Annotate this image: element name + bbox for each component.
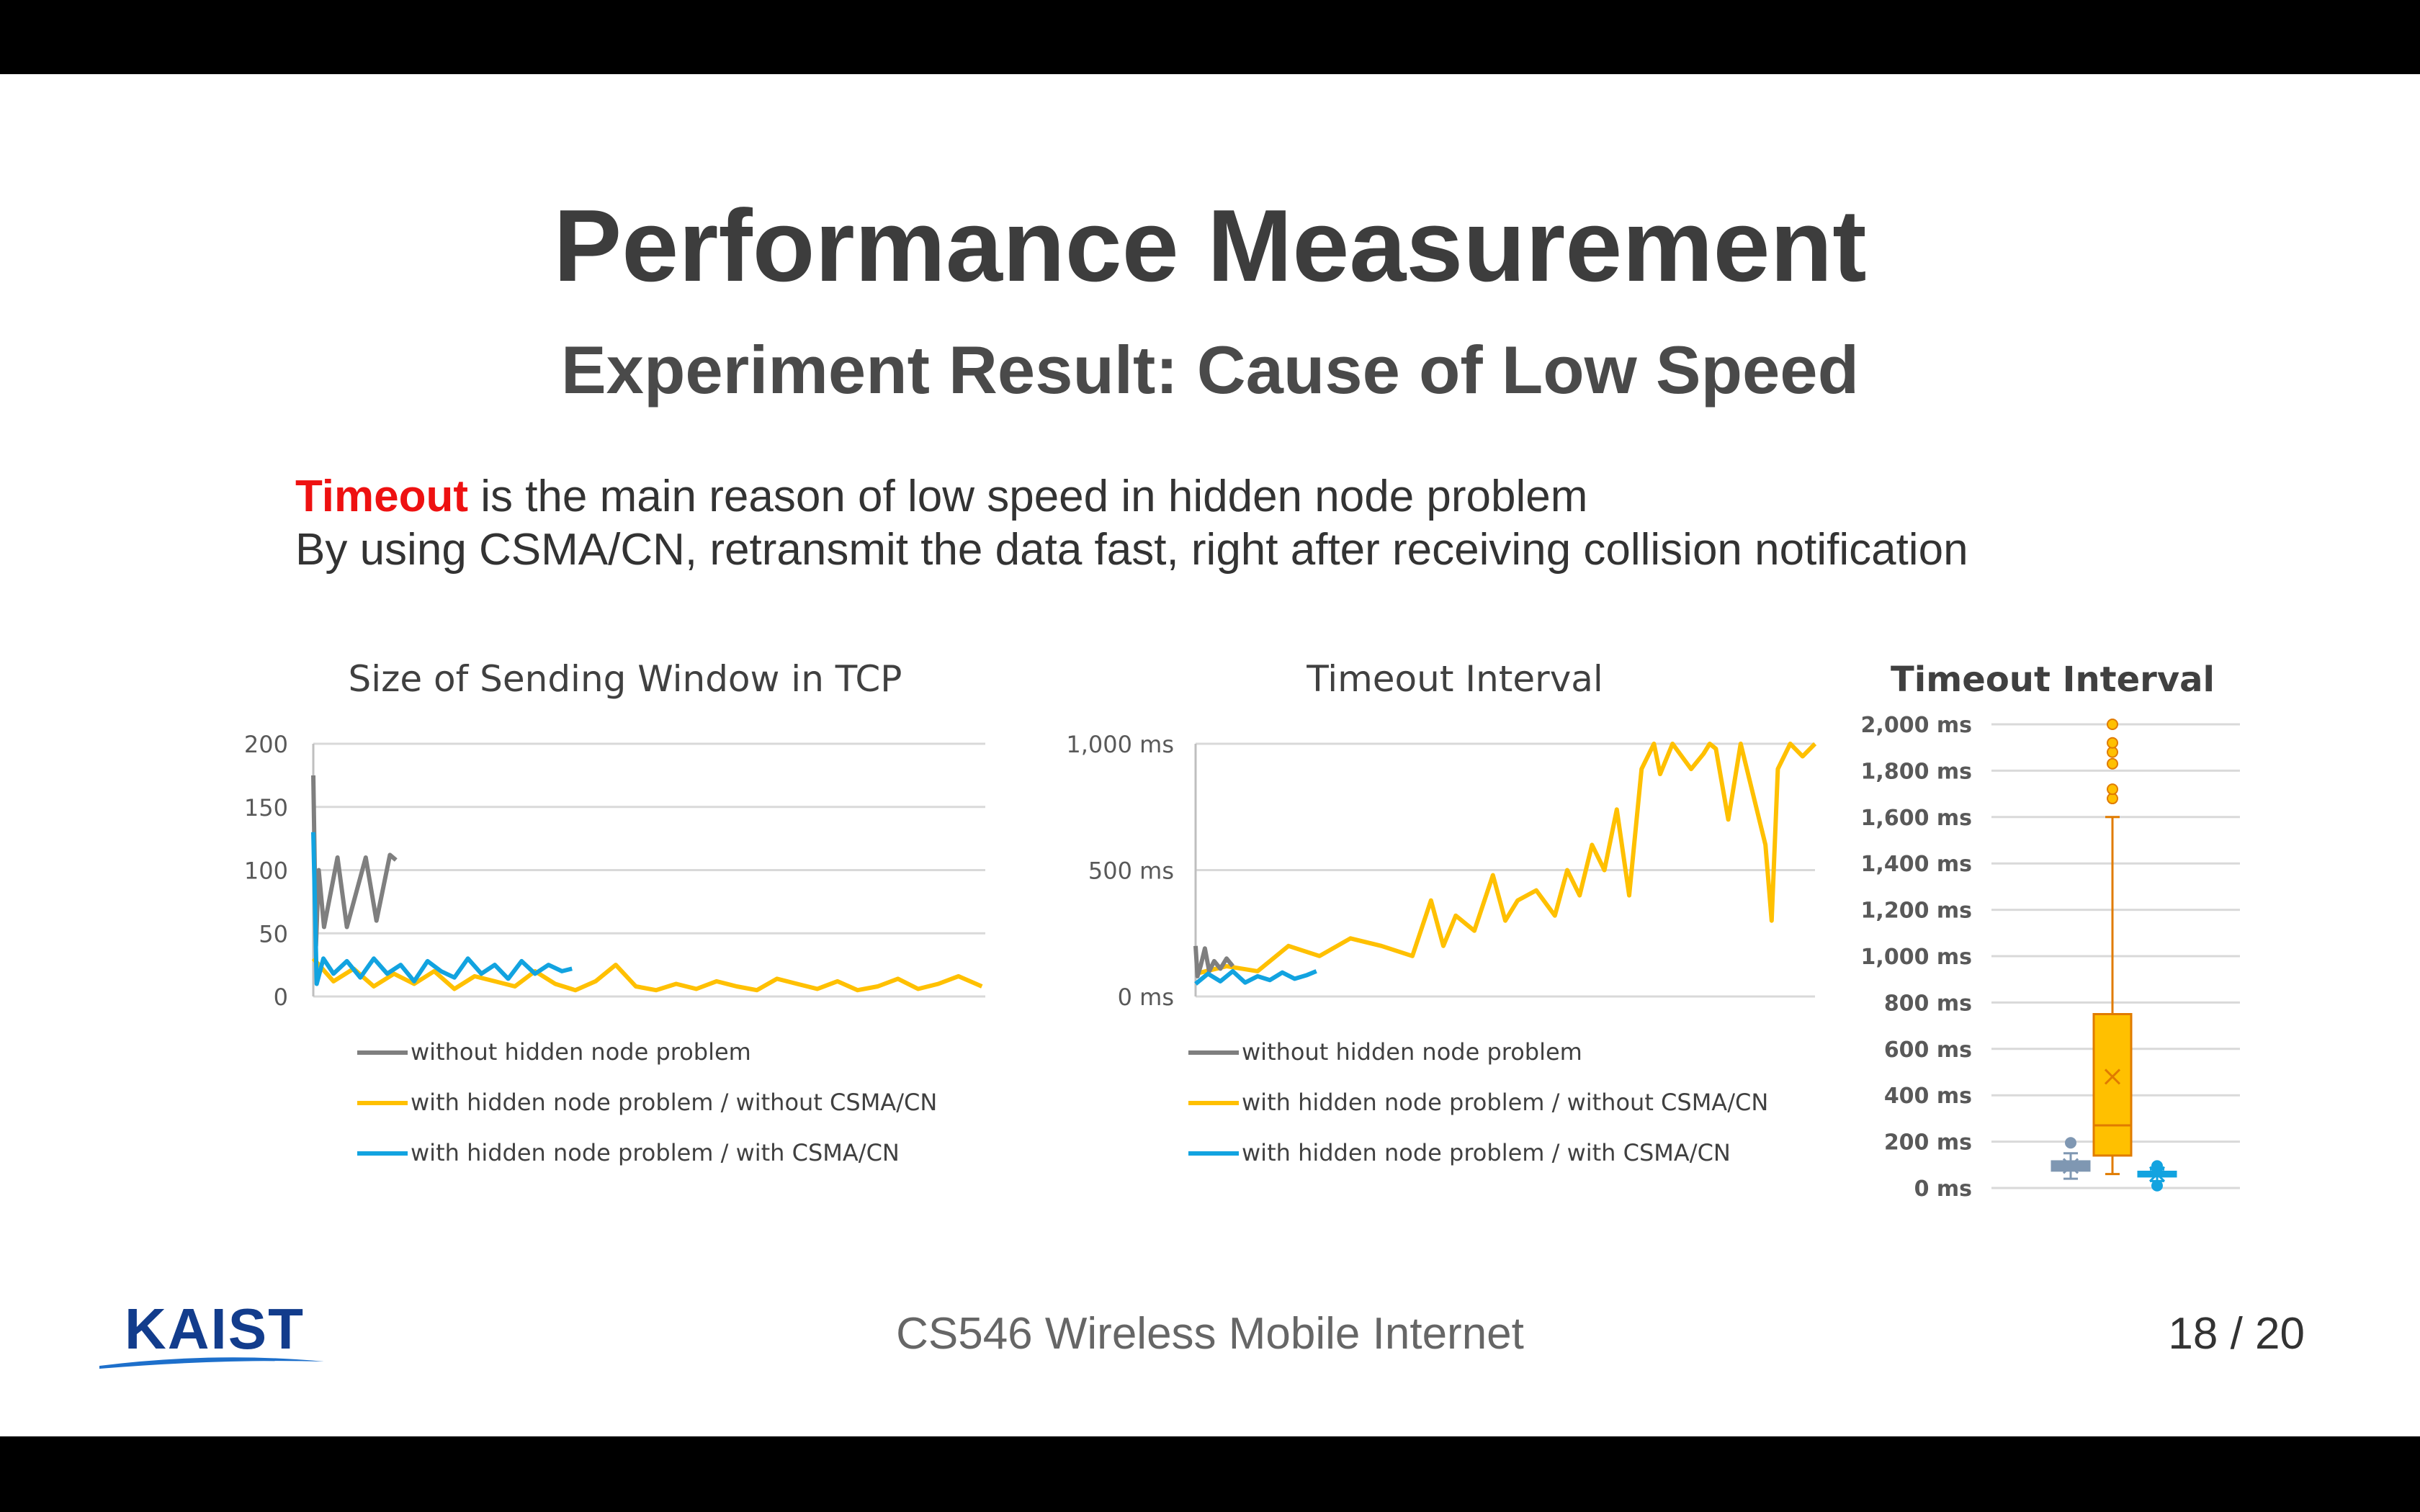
y-tick-label: 1,000 ms [1066,731,1174,758]
y-tick-label: 500 ms [1088,858,1174,885]
box-body [2092,1013,2133,1157]
y-tick-label: 1,000 ms [1861,945,1972,970]
legend-label: without hidden node problem [1242,1038,1582,1066]
chart-title: Timeout Interval [1891,660,2215,700]
chart-timeout-box: Timeout Interval 0 ms 200 ms 400 ms 600 ms 80… [1861,660,2240,1202]
y-tick-label: 150 [244,794,288,822]
series-line-1 [311,775,398,948]
y-tick-label: 600 ms [1884,1038,1972,1063]
series-line-1 [1193,945,1234,978]
series-line-3 [311,832,573,986]
box-outlier [2107,737,2118,749]
y-tick-label: 200 [244,731,288,758]
body-line-1: Timeout is the main reason of low speed … [295,474,1587,519]
y-tick-label: 800 ms [1884,991,1972,1016]
y-tick-label: 50 [259,920,288,948]
box-mean-marker [2104,1068,2121,1085]
y-tick-label: 1,200 ms [1861,899,1972,924]
series-line-2 [311,957,983,993]
legend-label: without hidden node problem [411,1038,751,1066]
y-tick-label: 1,600 ms [1861,806,1972,831]
box-outlier [2065,1137,2076,1149]
box-mean-marker [2148,1166,2166,1182]
page-subtitle: Experiment Result: Cause of Low Speed [560,332,1860,408]
y-tick-label: 100 [244,858,288,885]
legend-label: with hidden node problem / with CSMA/CN [411,1139,900,1166]
footer-course: CS546 Wireless Mobile Internet [896,1309,1524,1359]
page-title: Performance Measurement [553,189,1867,303]
body-line-2: By using CSMA/CN, retransmit the data fa… [295,525,1968,575]
box-outlier [2107,783,2118,796]
chart-timeout-line: Timeout Interval 0 ms 500 ms 1,000 ms withou… [1066,658,1817,1166]
slide: Performance Measurement Experiment Resul… [0,74,2420,1436]
legend-label: with hidden node problem / with CSMA/CN [1242,1139,1731,1166]
box-outlier [2107,719,2118,730]
box-outlier [2151,1179,2163,1192]
y-tick-label: 1,800 ms [1861,759,1972,784]
legend-label: with hidden node problem / without CSMA/… [1242,1089,1768,1116]
kaist-logo-icon: KAIST [99,1297,324,1369]
body-line-1-rest: is the main reason of low speed in hidde… [467,472,1588,521]
y-tick-label: 0 ms [1118,984,1174,1011]
y-tick-label: 400 ms [1884,1084,1972,1109]
y-tick-label: 0 ms [1914,1176,1972,1202]
chart-title: Size of Sending Window in TCP [349,658,902,700]
series-line-3 [1194,968,1317,986]
box-mean-marker [2062,1158,2079,1174]
y-tick-label: 0 [274,984,288,1011]
box-outlier [2151,1160,2163,1172]
legend-label: with hidden node problem / without CSMA/… [411,1089,937,1116]
series-line-2 [1195,742,1817,976]
page-number: 18 / 20 [2168,1309,2305,1359]
chart-sending-window: Size of Sending Window in TCP 0 50 100 150 20… [244,658,985,1166]
kaist-logo: KAIST [99,1297,330,1380]
y-tick-label: 2,000 ms [1861,713,1972,738]
box-outlier [2107,757,2118,770]
y-tick-label: 200 ms [1884,1130,1972,1156]
svg-text:KAIST: KAIST [125,1304,305,1361]
y-tick-label: 1,400 ms [1861,852,1972,877]
emphasis-text: Timeout [295,472,468,521]
chart-title: Timeout Interval [1306,658,1603,700]
